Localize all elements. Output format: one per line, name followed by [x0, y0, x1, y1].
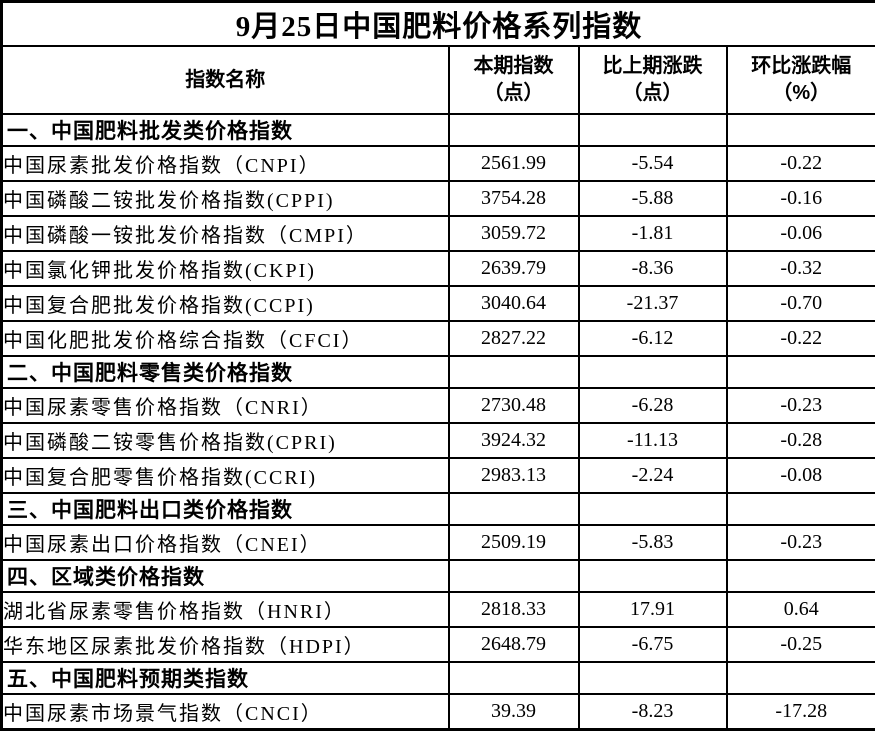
- change-points-cell: -8.23: [579, 694, 727, 730]
- index-name-cell: 湖北省尿素零售价格指数（HNRI）: [2, 592, 449, 627]
- index-name-cell: 中国尿素批发价格指数（CNPI）: [2, 146, 449, 181]
- index-name-cell: 中国氯化钾批发价格指数(CKPI): [2, 251, 449, 286]
- change-percent-cell: -0.28: [727, 423, 875, 458]
- index-name-cell: 中国复合肥批发价格指数(CCPI): [2, 286, 449, 321]
- current-index-cell: 2561.99: [449, 146, 579, 181]
- column-header-current-index: 本期指数 （点）: [449, 46, 579, 114]
- change-points-cell: -21.37: [579, 286, 727, 321]
- empty-cell: [449, 560, 579, 592]
- change-points-cell: -5.83: [579, 525, 727, 560]
- table-row: 中国尿素市场景气指数（CNCI） 39.39 -8.23 -17.28: [2, 694, 875, 730]
- empty-cell: [579, 662, 727, 694]
- column-header-row: 指数名称 本期指数 （点） 比上期涨跌 （点） 环比涨跌幅 （%）: [2, 46, 875, 114]
- change-percent-cell: -0.25: [727, 627, 875, 662]
- table-row: 中国尿素批发价格指数（CNPI） 2561.99 -5.54 -0.22: [2, 146, 875, 181]
- table-row: 中国磷酸二铵批发价格指数(CPPI) 3754.28 -5.88 -0.16: [2, 181, 875, 216]
- table-row: 中国磷酸二铵零售价格指数(CPRI) 3924.32 -11.13 -0.28: [2, 423, 875, 458]
- table-row: 中国化肥批发价格综合指数（CFCI） 2827.22 -6.12 -0.22: [2, 321, 875, 356]
- empty-cell: [449, 356, 579, 388]
- current-index-cell: 2983.13: [449, 458, 579, 493]
- table-row: 中国复合肥零售价格指数(CCRI) 2983.13 -2.24 -0.08: [2, 458, 875, 493]
- section-header-row: 三、中国肥料出口类价格指数: [2, 493, 875, 525]
- empty-cell: [579, 560, 727, 592]
- section-header-row: 五、中国肥料预期类指数: [2, 662, 875, 694]
- change-percent-cell: -17.28: [727, 694, 875, 730]
- current-index-cell: 2639.79: [449, 251, 579, 286]
- change-percent-cell: -0.70: [727, 286, 875, 321]
- change-percent-cell: -0.23: [727, 388, 875, 423]
- empty-cell: [727, 114, 875, 146]
- change-points-cell: -6.28: [579, 388, 727, 423]
- section-header-row: 二、中国肥料零售类价格指数: [2, 356, 875, 388]
- title-row: 9月25日中国肥料价格系列指数: [2, 2, 875, 47]
- empty-cell: [579, 493, 727, 525]
- table-row: 中国尿素零售价格指数（CNRI） 2730.48 -6.28 -0.23: [2, 388, 875, 423]
- current-index-cell: 3754.28: [449, 181, 579, 216]
- index-name-cell: 中国尿素零售价格指数（CNRI）: [2, 388, 449, 423]
- column-header-change-points: 比上期涨跌 （点）: [579, 46, 727, 114]
- table-row: 中国氯化钾批发价格指数(CKPI) 2639.79 -8.36 -0.32: [2, 251, 875, 286]
- empty-cell: [727, 560, 875, 592]
- section-header-row: 四、区域类价格指数: [2, 560, 875, 592]
- table-row: 湖北省尿素零售价格指数（HNRI） 2818.33 17.91 0.64: [2, 592, 875, 627]
- current-index-cell: 39.39: [449, 694, 579, 730]
- change-points-cell: -2.24: [579, 458, 727, 493]
- column-header-change-percent: 环比涨跌幅 （%）: [727, 46, 875, 114]
- index-name-cell: 中国磷酸二铵批发价格指数(CPPI): [2, 181, 449, 216]
- index-name-cell: 中国尿素市场景气指数（CNCI）: [2, 694, 449, 730]
- current-index-cell: 2648.79: [449, 627, 579, 662]
- empty-cell: [449, 493, 579, 525]
- column-header-index-name: 指数名称: [2, 46, 449, 114]
- change-points-cell: -5.88: [579, 181, 727, 216]
- section-title: 四、区域类价格指数: [2, 560, 449, 592]
- index-name-cell: 中国磷酸二铵零售价格指数(CPRI): [2, 423, 449, 458]
- empty-cell: [579, 114, 727, 146]
- index-name-cell: 中国磷酸一铵批发价格指数（CMPI）: [2, 216, 449, 251]
- empty-cell: [579, 356, 727, 388]
- current-index-cell: 2827.22: [449, 321, 579, 356]
- table-row: 中国复合肥批发价格指数(CCPI) 3040.64 -21.37 -0.70: [2, 286, 875, 321]
- index-name-cell: 中国尿素出口价格指数（CNEI）: [2, 525, 449, 560]
- section-title: 一、中国肥料批发类价格指数: [2, 114, 449, 146]
- current-index-cell: 3059.72: [449, 216, 579, 251]
- change-points-cell: -11.13: [579, 423, 727, 458]
- change-percent-cell: 0.64: [727, 592, 875, 627]
- change-points-cell: -6.75: [579, 627, 727, 662]
- current-index-cell: 3040.64: [449, 286, 579, 321]
- current-index-cell: 2509.19: [449, 525, 579, 560]
- index-name-cell: 中国化肥批发价格综合指数（CFCI）: [2, 321, 449, 356]
- current-index-cell: 2730.48: [449, 388, 579, 423]
- change-percent-cell: -0.16: [727, 181, 875, 216]
- current-index-cell: 2818.33: [449, 592, 579, 627]
- current-index-cell: 3924.32: [449, 423, 579, 458]
- empty-cell: [727, 662, 875, 694]
- change-percent-cell: -0.32: [727, 251, 875, 286]
- section-title: 五、中国肥料预期类指数: [2, 662, 449, 694]
- change-points-cell: -1.81: [579, 216, 727, 251]
- page-title: 9月25日中国肥料价格系列指数: [2, 2, 875, 47]
- table-row: 中国磷酸一铵批发价格指数（CMPI） 3059.72 -1.81 -0.06: [2, 216, 875, 251]
- empty-cell: [727, 356, 875, 388]
- table-row: 华东地区尿素批发价格指数（HDPI） 2648.79 -6.75 -0.25: [2, 627, 875, 662]
- change-points-cell: 17.91: [579, 592, 727, 627]
- change-points-cell: -6.12: [579, 321, 727, 356]
- change-percent-cell: -0.06: [727, 216, 875, 251]
- change-percent-cell: -0.08: [727, 458, 875, 493]
- change-percent-cell: -0.22: [727, 146, 875, 181]
- change-percent-cell: -0.22: [727, 321, 875, 356]
- index-name-cell: 华东地区尿素批发价格指数（HDPI）: [2, 627, 449, 662]
- index-name-cell: 中国复合肥零售价格指数(CCRI): [2, 458, 449, 493]
- change-points-cell: -8.36: [579, 251, 727, 286]
- change-percent-cell: -0.23: [727, 525, 875, 560]
- change-points-cell: -5.54: [579, 146, 727, 181]
- empty-cell: [449, 114, 579, 146]
- section-title: 二、中国肥料零售类价格指数: [2, 356, 449, 388]
- empty-cell: [727, 493, 875, 525]
- section-title: 三、中国肥料出口类价格指数: [2, 493, 449, 525]
- section-header-row: 一、中国肥料批发类价格指数: [2, 114, 875, 146]
- table-row: 中国尿素出口价格指数（CNEI） 2509.19 -5.83 -0.23: [2, 525, 875, 560]
- empty-cell: [449, 662, 579, 694]
